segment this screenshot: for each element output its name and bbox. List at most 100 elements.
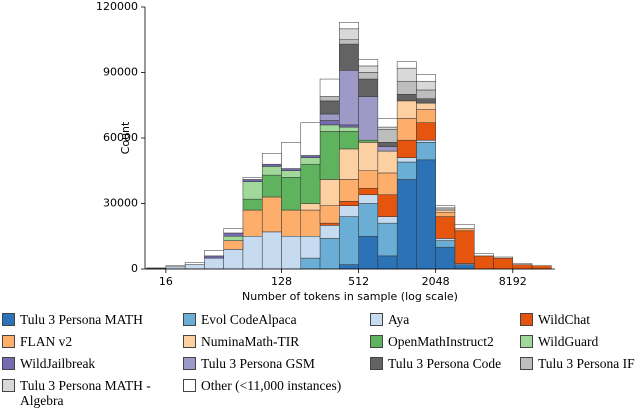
legend-swatch — [2, 379, 15, 392]
y-tick-label: 90000 — [103, 66, 138, 79]
legend-label: WildJailbreak — [20, 356, 96, 371]
bar-segment — [377, 194, 398, 217]
bar-segment — [416, 102, 436, 110]
bar-segment — [358, 170, 379, 189]
bar-segment — [223, 249, 244, 270]
bar-segment — [396, 94, 417, 102]
bar-segment — [242, 236, 263, 270]
legend-entry: WildJailbreak — [2, 356, 95, 371]
bar-segment — [319, 96, 340, 102]
bar-segment — [435, 205, 456, 209]
bar-segment — [281, 168, 302, 171]
bar-segment — [261, 196, 282, 233]
bar-segment — [300, 163, 321, 204]
bar-segment — [512, 263, 533, 265]
bar-segment — [416, 109, 436, 123]
bar-segment — [242, 179, 263, 182]
bar-segment — [358, 78, 379, 97]
bar-segment — [358, 65, 379, 73]
legend-swatch — [370, 313, 383, 326]
bar-segment — [358, 187, 379, 196]
bar-segment — [319, 124, 340, 132]
bar-segment — [300, 257, 321, 270]
bar-segment — [223, 240, 244, 250]
bar-segment — [261, 163, 282, 167]
legend-label: Tulu 3 Persona GSM — [201, 356, 315, 371]
bar-segment — [300, 122, 321, 156]
legend-swatch — [183, 357, 196, 370]
y-tick-label: 0 — [131, 262, 138, 275]
bar-segment — [319, 100, 340, 115]
legend-label: Evol CodeAlpaca — [201, 312, 297, 327]
legend-label: WildGuard — [538, 334, 599, 349]
legend-swatch — [183, 335, 196, 348]
legend: Tulu 3 Persona MATH Evol CodeAlpaca Aya Wil… — [0, 310, 640, 408]
bar-segment — [165, 265, 186, 268]
legend-entry: WildChat — [520, 312, 590, 327]
bar-segment — [339, 205, 359, 217]
chart: Count Number of tokens in sample (log sc… — [96, 0, 555, 303]
bar-segment — [396, 67, 417, 82]
bar-segment — [261, 166, 282, 176]
x-tick-label: 512 — [348, 275, 369, 288]
bar-segment — [454, 230, 475, 264]
bar-segment — [339, 28, 359, 41]
legend-label: WildChat — [538, 312, 590, 327]
bar-segment — [416, 89, 436, 99]
bar-segment — [473, 253, 494, 257]
bar-segment — [358, 203, 379, 237]
legend-entry: Other (<11,000 instances) — [183, 378, 341, 393]
legend-swatch — [370, 357, 383, 370]
bar-segment — [435, 207, 456, 211]
bar-segment — [416, 122, 436, 141]
legend-label: FLAN v2 — [20, 334, 73, 349]
y-axis-label: Count — [119, 121, 132, 154]
legend-entry: Tulu 3 Persona Code — [370, 356, 501, 371]
legend-swatch — [2, 313, 15, 326]
bar-segment — [377, 126, 398, 130]
bar-segment — [281, 170, 302, 178]
bar-segment — [339, 148, 359, 180]
legend-label: Other (<11,000 instances) — [201, 378, 342, 393]
bar-segment — [261, 231, 282, 270]
bar-segment — [435, 211, 456, 217]
legend-swatch — [183, 379, 196, 392]
bar-segment — [358, 139, 379, 143]
bar-segment — [377, 146, 398, 152]
bar-segment — [339, 43, 359, 71]
bar-segment — [300, 203, 321, 211]
legend-entry: Aya — [370, 312, 409, 327]
bar-segment — [242, 209, 263, 237]
bar-segment — [339, 216, 359, 265]
bar-segment — [281, 209, 302, 237]
bar-segment — [396, 157, 417, 163]
bar-segment — [339, 39, 359, 45]
legend-entry: Tulu 3 Persona MATH - Algebra — [2, 378, 170, 408]
bar-segment — [300, 209, 321, 237]
bar-segment — [300, 155, 321, 158]
legend-entry: Tulu 3 Persona GSM — [183, 356, 315, 371]
bar-segment — [281, 177, 302, 211]
bar-segment — [339, 264, 359, 270]
bar-segment — [339, 201, 359, 206]
bar-segment — [242, 177, 263, 180]
bar-segment — [339, 22, 359, 30]
y-tick-label: 30000 — [103, 197, 138, 210]
bar-segment — [204, 255, 224, 259]
legend-label: Tulu 3 Persona Code — [388, 356, 502, 371]
bar-segment — [454, 264, 475, 270]
legend-entry: NuminaMath-TIR — [183, 334, 299, 349]
legend-label: Tulu 3 Persona IF — [538, 356, 635, 371]
legend-label: Tulu 3 Persona MATH - Algebra — [20, 378, 151, 408]
bar-segment — [416, 98, 436, 104]
bar-segment — [319, 225, 340, 239]
legend-swatch — [520, 335, 533, 348]
bar-segment — [416, 80, 436, 91]
bar-segment — [396, 61, 417, 69]
legend-entry: OpenMathInstruct2 — [370, 334, 494, 349]
bar-segment — [319, 205, 340, 224]
x-tick-label: 8192 — [499, 275, 527, 288]
legend-swatch — [520, 313, 533, 326]
bar-segment — [396, 139, 417, 158]
